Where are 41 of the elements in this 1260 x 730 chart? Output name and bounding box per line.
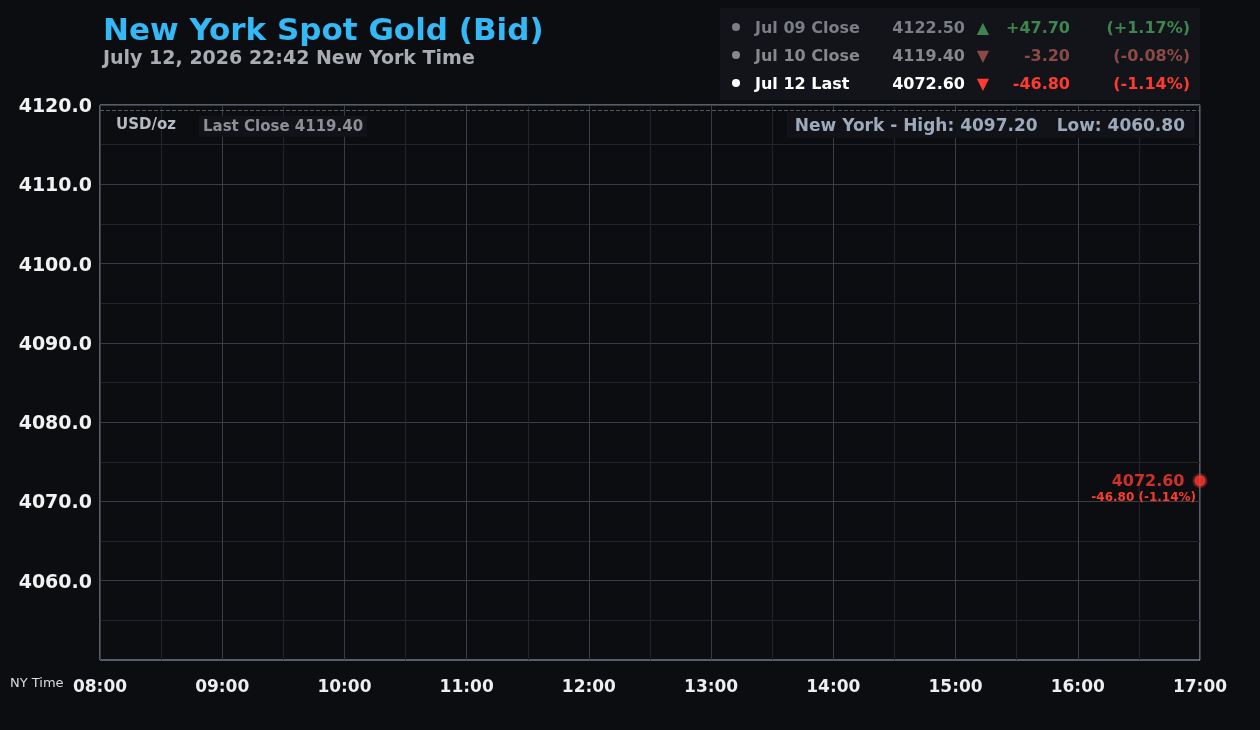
y-tick-label: 4060.0: [18, 569, 92, 592]
text: ▼: [976, 46, 990, 66]
x-axis-title: NY Time: [10, 675, 64, 691]
text: -46.80: [1012, 74, 1070, 94]
text: Jul 09 Close: [755, 18, 860, 38]
x-tick-label: 08:00: [72, 675, 128, 696]
y-tick-label: 4100.0: [18, 252, 92, 275]
text: -3.20: [1023, 46, 1070, 66]
text: (-0.08%): [1113, 46, 1190, 66]
ref-line-label: Last Close 4119.40: [203, 117, 364, 136]
x-tick-label: 14:00: [806, 675, 861, 696]
y-tick-label: 4120.0: [18, 94, 92, 116]
y-tick-label: 4080.0: [18, 411, 92, 434]
text: 4072.60: [892, 74, 965, 94]
x-tick-label: 12:00: [561, 675, 617, 696]
y-tick-label: 4090.0: [18, 331, 92, 354]
x-tick-label: 09:00: [195, 675, 250, 696]
text: Jul 12 Last: [755, 74, 850, 94]
annotation: Low: 4060.80: [1056, 115, 1185, 135]
text: (+1.17%): [1106, 18, 1190, 38]
text: (-1.14%): [1113, 74, 1190, 94]
data-label: 4072.60: [1111, 471, 1185, 491]
text: 4122.50: [892, 18, 965, 38]
x-tick-label: 17:00: [1172, 675, 1228, 696]
annotation: -46.80 (-1.14%): [1091, 489, 1196, 504]
chart-title: New York Spot Gold (Bid): [103, 10, 544, 47]
text: Jul 10 Close: [755, 46, 860, 66]
annotation: New York - High: 4097.20: [794, 115, 1038, 135]
text: 4119.40: [892, 46, 965, 66]
x-tick-label: 16:00: [1050, 675, 1105, 696]
x-tick-label: 10:00: [317, 675, 372, 696]
chart-subtitle: July 12, 2026 22:42 New York Time: [101, 45, 475, 68]
x-tick-label: 11:00: [439, 675, 494, 696]
text: ▼: [976, 74, 990, 94]
x-tick-label: 13:00: [684, 675, 739, 696]
y-axis-title: USD/oz: [116, 115, 176, 134]
text: +47.70: [1005, 18, 1070, 38]
text: ▲: [976, 18, 990, 38]
y-tick-label: 4110.0: [18, 173, 92, 196]
y-tick-label: 4070.0: [18, 490, 92, 513]
x-tick-label: 15:00: [928, 675, 983, 696]
